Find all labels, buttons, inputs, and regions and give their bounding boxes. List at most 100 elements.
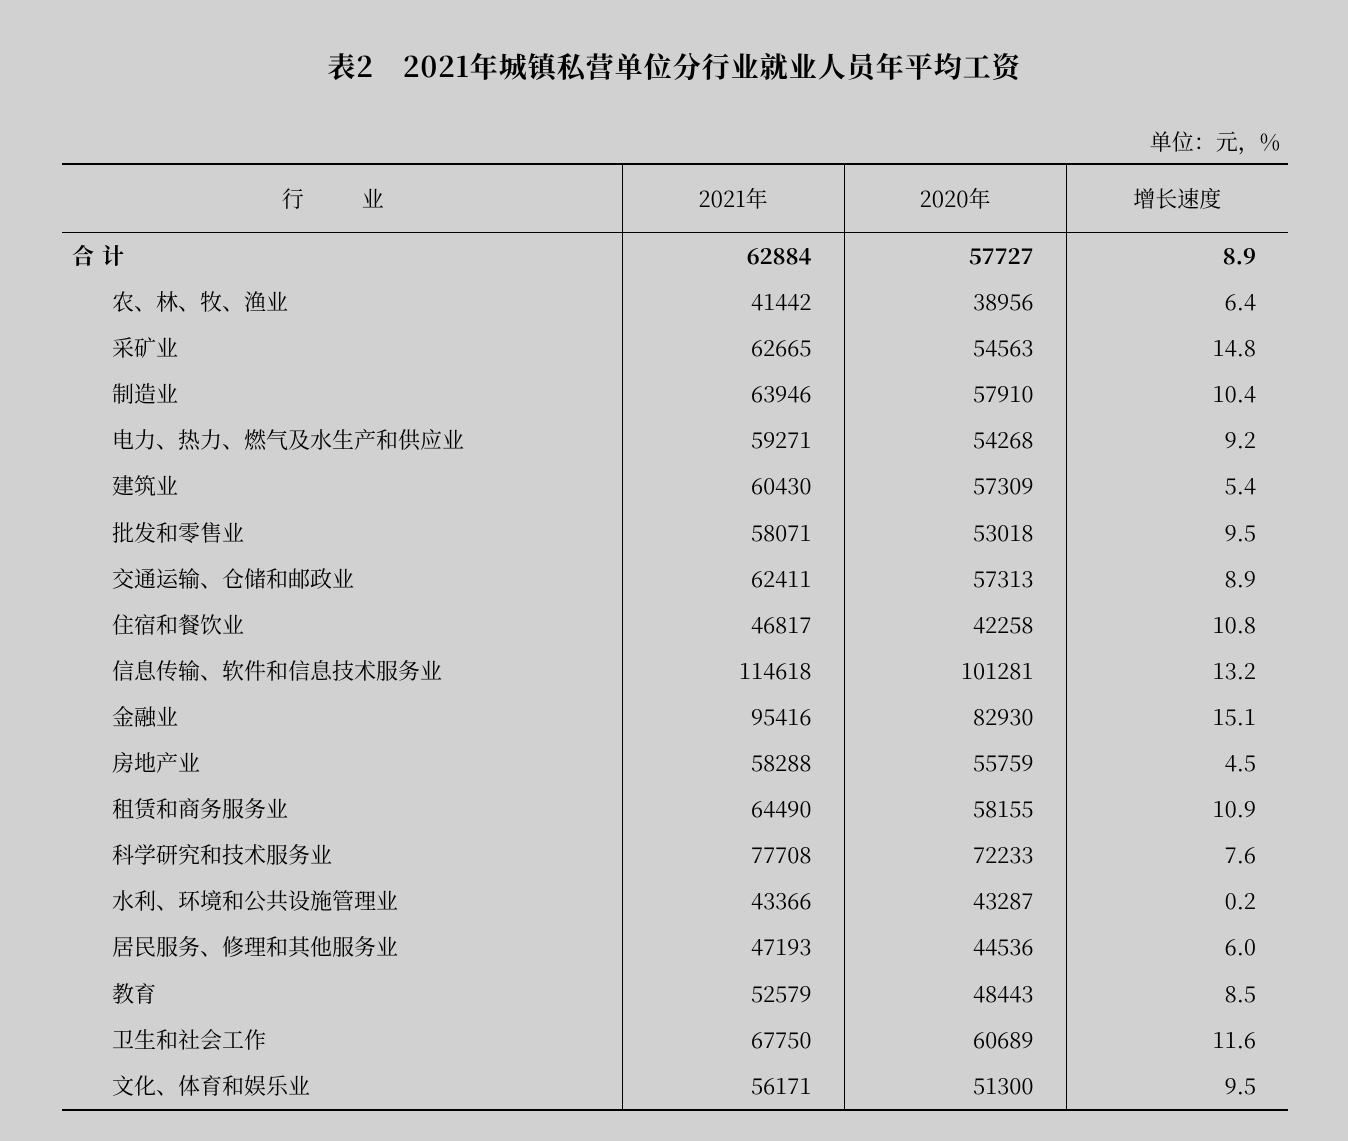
table-row: 水利、环境和公共设施管理业43366432870.2 [62, 878, 1288, 924]
cell-2020: 60689 [844, 1017, 1066, 1063]
col-header-industry: 行 业 [62, 164, 622, 233]
total-2020: 57727 [844, 233, 1066, 280]
col-header-2020: 2020年 [844, 164, 1066, 233]
cell-industry: 金融业 [62, 694, 622, 740]
cell-growth: 6.4 [1066, 279, 1288, 325]
cell-industry: 住宿和餐饮业 [62, 602, 622, 648]
cell-2020: 57313 [844, 556, 1066, 602]
cell-growth: 13.2 [1066, 648, 1288, 694]
table-row: 卫生和社会工作677506068911.6 [62, 1017, 1288, 1063]
cell-industry: 水利、环境和公共设施管理业 [62, 878, 622, 924]
cell-growth: 15.1 [1066, 694, 1288, 740]
cell-2021: 64490 [622, 786, 844, 832]
table-row: 电力、热力、燃气及水生产和供应业59271542689.2 [62, 417, 1288, 463]
cell-growth: 9.2 [1066, 417, 1288, 463]
cell-industry: 交通运输、仓储和邮政业 [62, 556, 622, 602]
cell-growth: 0.2 [1066, 878, 1288, 924]
cell-industry: 信息传输、软件和信息技术服务业 [62, 648, 622, 694]
unit-label: 单位：元，% [62, 126, 1286, 163]
cell-2021: 41442 [622, 279, 844, 325]
table-row: 住宿和餐饮业468174225810.8 [62, 602, 1288, 648]
table-row: 文化、体育和娱乐业56171513009.5 [62, 1063, 1288, 1110]
table-row: 农、林、牧、渔业41442389566.4 [62, 279, 1288, 325]
table-row: 教育52579484438.5 [62, 971, 1288, 1017]
cell-2020: 48443 [844, 971, 1066, 1017]
cell-growth: 11.6 [1066, 1017, 1288, 1063]
cell-industry: 卫生和社会工作 [62, 1017, 622, 1063]
table-row: 金融业954168293015.1 [62, 694, 1288, 740]
cell-2020: 82930 [844, 694, 1066, 740]
cell-2021: 46817 [622, 602, 844, 648]
cell-growth: 9.5 [1066, 1063, 1288, 1110]
cell-growth: 7.6 [1066, 832, 1288, 878]
cell-2021: 58288 [622, 740, 844, 786]
cell-2021: 56171 [622, 1063, 844, 1110]
wage-table: 行 业 2021年 2020年 增长速度 合计 62884 57727 8.9 … [62, 163, 1288, 1111]
total-growth: 8.9 [1066, 233, 1288, 280]
cell-growth: 5.4 [1066, 463, 1288, 509]
cell-2021: 114618 [622, 648, 844, 694]
cell-growth: 10.8 [1066, 602, 1288, 648]
cell-2020: 57309 [844, 463, 1066, 509]
cell-industry: 建筑业 [62, 463, 622, 509]
cell-2021: 59271 [622, 417, 844, 463]
cell-industry: 农、林、牧、渔业 [62, 279, 622, 325]
table-row: 居民服务、修理和其他服务业47193445366.0 [62, 924, 1288, 970]
table-row: 建筑业60430573095.4 [62, 463, 1288, 509]
cell-industry: 科学研究和技术服务业 [62, 832, 622, 878]
table-total-row: 合计 62884 57727 8.9 [62, 233, 1288, 280]
cell-growth: 10.9 [1066, 786, 1288, 832]
cell-2021: 67750 [622, 1017, 844, 1063]
cell-2020: 42258 [844, 602, 1066, 648]
table-row: 科学研究和技术服务业77708722337.6 [62, 832, 1288, 878]
cell-2020: 54268 [844, 417, 1066, 463]
table-row: 采矿业626655456314.8 [62, 325, 1288, 371]
cell-2021: 47193 [622, 924, 844, 970]
table-row: 房地产业58288557594.5 [62, 740, 1288, 786]
cell-growth: 6.0 [1066, 924, 1288, 970]
cell-growth: 4.5 [1066, 740, 1288, 786]
cell-industry: 制造业 [62, 371, 622, 417]
cell-2021: 77708 [622, 832, 844, 878]
table-header-row: 行 业 2021年 2020年 增长速度 [62, 164, 1288, 233]
cell-growth: 9.5 [1066, 510, 1288, 556]
table-row: 租赁和商务服务业644905815510.9 [62, 786, 1288, 832]
cell-2021: 60430 [622, 463, 844, 509]
table-row: 制造业639465791010.4 [62, 371, 1288, 417]
cell-2020: 101281 [844, 648, 1066, 694]
total-label: 合计 [62, 233, 622, 280]
cell-growth: 8.9 [1066, 556, 1288, 602]
cell-2021: 58071 [622, 510, 844, 556]
cell-2021: 62411 [622, 556, 844, 602]
cell-industry: 居民服务、修理和其他服务业 [62, 924, 622, 970]
col-header-2021: 2021年 [622, 164, 844, 233]
cell-2020: 54563 [844, 325, 1066, 371]
table-row: 交通运输、仓储和邮政业62411573138.9 [62, 556, 1288, 602]
cell-growth: 14.8 [1066, 325, 1288, 371]
cell-industry: 教育 [62, 971, 622, 1017]
table-row: 信息传输、软件和信息技术服务业11461810128113.2 [62, 648, 1288, 694]
cell-2020: 72233 [844, 832, 1066, 878]
cell-industry: 文化、体育和娱乐业 [62, 1063, 622, 1110]
cell-2020: 44536 [844, 924, 1066, 970]
table-title: 表2 2021年城镇私营单位分行业就业人员年平均工资 [62, 40, 1286, 126]
col-header-growth: 增长速度 [1066, 164, 1288, 233]
cell-2021: 43366 [622, 878, 844, 924]
cell-industry: 电力、热力、燃气及水生产和供应业 [62, 417, 622, 463]
cell-industry: 采矿业 [62, 325, 622, 371]
cell-2020: 55759 [844, 740, 1066, 786]
cell-industry: 房地产业 [62, 740, 622, 786]
cell-industry: 批发和零售业 [62, 510, 622, 556]
cell-2021: 52579 [622, 971, 844, 1017]
table-body: 合计 62884 57727 8.9 农、林、牧、渔业41442389566.4… [62, 233, 1288, 1110]
cell-2020: 43287 [844, 878, 1066, 924]
table-row: 批发和零售业58071530189.5 [62, 510, 1288, 556]
cell-industry: 租赁和商务服务业 [62, 786, 622, 832]
cell-growth: 8.5 [1066, 971, 1288, 1017]
cell-2020: 53018 [844, 510, 1066, 556]
cell-growth: 10.4 [1066, 371, 1288, 417]
total-2021: 62884 [622, 233, 844, 280]
cell-2021: 62665 [622, 325, 844, 371]
cell-2020: 51300 [844, 1063, 1066, 1110]
cell-2021: 63946 [622, 371, 844, 417]
